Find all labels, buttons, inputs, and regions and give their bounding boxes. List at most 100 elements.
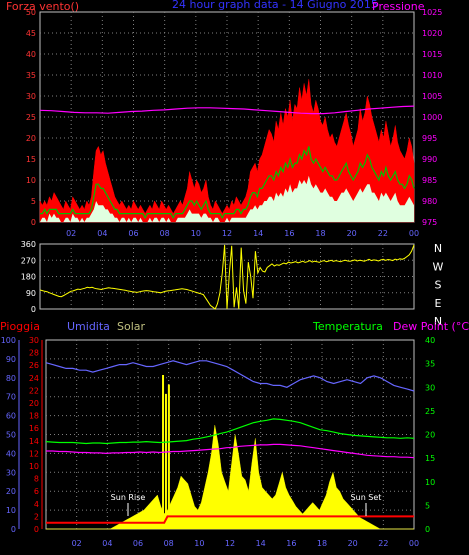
wind-x-tick: 22: [378, 229, 388, 238]
temperature-axis-tick: 5: [425, 501, 430, 510]
wind-avg-line: [40, 146, 415, 220]
compass-label: N: [434, 315, 442, 328]
humidity-axis-tick: 100: [1, 336, 16, 345]
pressure-axis-tick: 1020: [422, 29, 442, 38]
sunset-label: Sun Set: [351, 493, 382, 502]
rain-axis-tick: 8: [34, 475, 39, 484]
temperature-axis-tick: 40: [425, 336, 435, 345]
humidity-axis-tick: 30: [6, 468, 16, 477]
wind-x-tick: 20: [347, 229, 357, 238]
compass-label: S: [435, 279, 442, 292]
direction-axis-tick: 90: [26, 289, 36, 298]
bottom-x-tick: 02: [72, 539, 82, 548]
rain-axis-tick: 4: [34, 500, 39, 509]
temperature-axis-tick: 20: [425, 431, 435, 440]
compass-label: E: [435, 297, 442, 310]
bottom-x-tick: 22: [378, 539, 388, 548]
temperature-line: [45, 418, 415, 445]
legend-rain: Pioggia: [0, 320, 40, 333]
wind-axis-tick: 5: [31, 197, 36, 206]
humidity-axis-tick: 60: [6, 412, 16, 421]
temperature-axis-tick: 10: [425, 478, 435, 487]
wind-x-tick: 12: [222, 229, 232, 238]
humidity-axis-tick: 70: [6, 393, 16, 402]
sunrise-label: Sun Rise: [111, 493, 146, 502]
bottom-x-tick: 08: [164, 539, 174, 548]
bottom-x-tick: 10: [194, 539, 204, 548]
rain-axis-tick: 24: [29, 374, 39, 383]
wind-axis-tick: 0: [31, 218, 36, 227]
pressure-label: Pressione: [372, 0, 425, 13]
wind-x-tick: 16: [284, 229, 294, 238]
wind-axis-tick: 50: [26, 8, 36, 17]
rain-axis-tick: 16: [29, 424, 39, 433]
wind-axis-tick: 30: [26, 92, 36, 101]
humidity-axis-tick: 50: [6, 431, 16, 440]
rain-axis-tick: 18: [29, 412, 39, 421]
wind-gust-area: [39, 79, 415, 223]
humidity-axis-tick: 20: [6, 487, 16, 496]
rain-axis-tick: 10: [29, 462, 39, 471]
wind-axis-tick: 15: [26, 155, 36, 164]
direction-axis-tick: 270: [21, 256, 36, 265]
humidity-line: [45, 360, 415, 392]
direction-axis-tick: 180: [21, 273, 36, 282]
pressure-axis-tick: 975: [422, 218, 437, 227]
humidity-axis-tick: 10: [6, 506, 16, 515]
temperature-axis-tick: 15: [425, 454, 435, 463]
dewpoint-line: [46, 443, 415, 459]
direction-axis-tick: 360: [21, 240, 36, 249]
rain-axis-tick: 26: [29, 361, 39, 370]
pressure-axis-tick: 1000: [422, 113, 442, 122]
pressure-axis-tick: 1025: [422, 8, 442, 17]
legend-dewpoint: Dew Point (°C): [393, 320, 469, 333]
wind-x-tick: 14: [253, 229, 263, 238]
direction-axis-tick: 0: [31, 305, 36, 314]
bottom-x-tick: 04: [102, 539, 112, 548]
wind-x-tick: 04: [97, 229, 107, 238]
wind-axis-tick: 10: [26, 176, 36, 185]
rain-axis-tick: 22: [29, 386, 39, 395]
rain-axis-tick: 28: [29, 349, 39, 358]
wind-axis-tick: 35: [26, 71, 36, 80]
wind-x-tick: 02: [66, 229, 76, 238]
bottom-x-tick: 16: [286, 539, 296, 548]
rain-axis-tick: 30: [29, 336, 39, 345]
pressure-axis-tick: 1005: [422, 92, 442, 101]
pressure-axis-tick: 995: [422, 134, 437, 143]
pressure-axis-tick: 1015: [422, 50, 442, 59]
bottom-x-tick: 12: [225, 539, 235, 548]
bottom-x-tick: 06: [133, 539, 143, 548]
wind-label: Forza vento(): [6, 0, 79, 13]
temperature-axis-tick: 0: [425, 525, 430, 534]
wind-min-area: [40, 175, 414, 222]
humidity-axis-tick: 90: [6, 355, 16, 364]
legend-temperature: Temperatura: [312, 320, 383, 333]
wind-axis-tick: 25: [26, 113, 36, 122]
pressure-axis-tick: 990: [422, 155, 437, 164]
pressure-line: [39, 105, 415, 115]
compass-label: N: [434, 242, 442, 255]
legend-solar: Solar: [117, 320, 146, 333]
temperature-axis-tick: 30: [425, 383, 435, 392]
rain-axis-tick: 0: [34, 525, 39, 534]
wind-x-tick: 10: [191, 229, 201, 238]
temperature-axis-tick: 35: [425, 360, 435, 369]
rain-line: [46, 515, 414, 524]
pressure-axis-tick: 1010: [422, 71, 442, 80]
bottom-x-tick: 00: [409, 539, 419, 548]
compass-label: W: [433, 260, 444, 273]
wind-x-tick: 00: [409, 229, 419, 238]
pressure-axis-tick: 980: [422, 197, 437, 206]
rain-axis-tick: 6: [34, 487, 39, 496]
pressure-axis-tick: 985: [422, 176, 437, 185]
direction-line: [39, 244, 415, 310]
rain-axis-tick: 2: [34, 512, 39, 521]
humidity-axis-tick: 80: [6, 374, 16, 383]
humidity-axis-tick: 0: [11, 525, 16, 534]
wind-axis-tick: 20: [26, 134, 36, 143]
bottom-x-tick: 20: [348, 539, 358, 548]
chart-title: 24 hour graph data - 14 Giugno 2015: [172, 0, 378, 11]
wind-axis-tick: 40: [26, 50, 36, 59]
